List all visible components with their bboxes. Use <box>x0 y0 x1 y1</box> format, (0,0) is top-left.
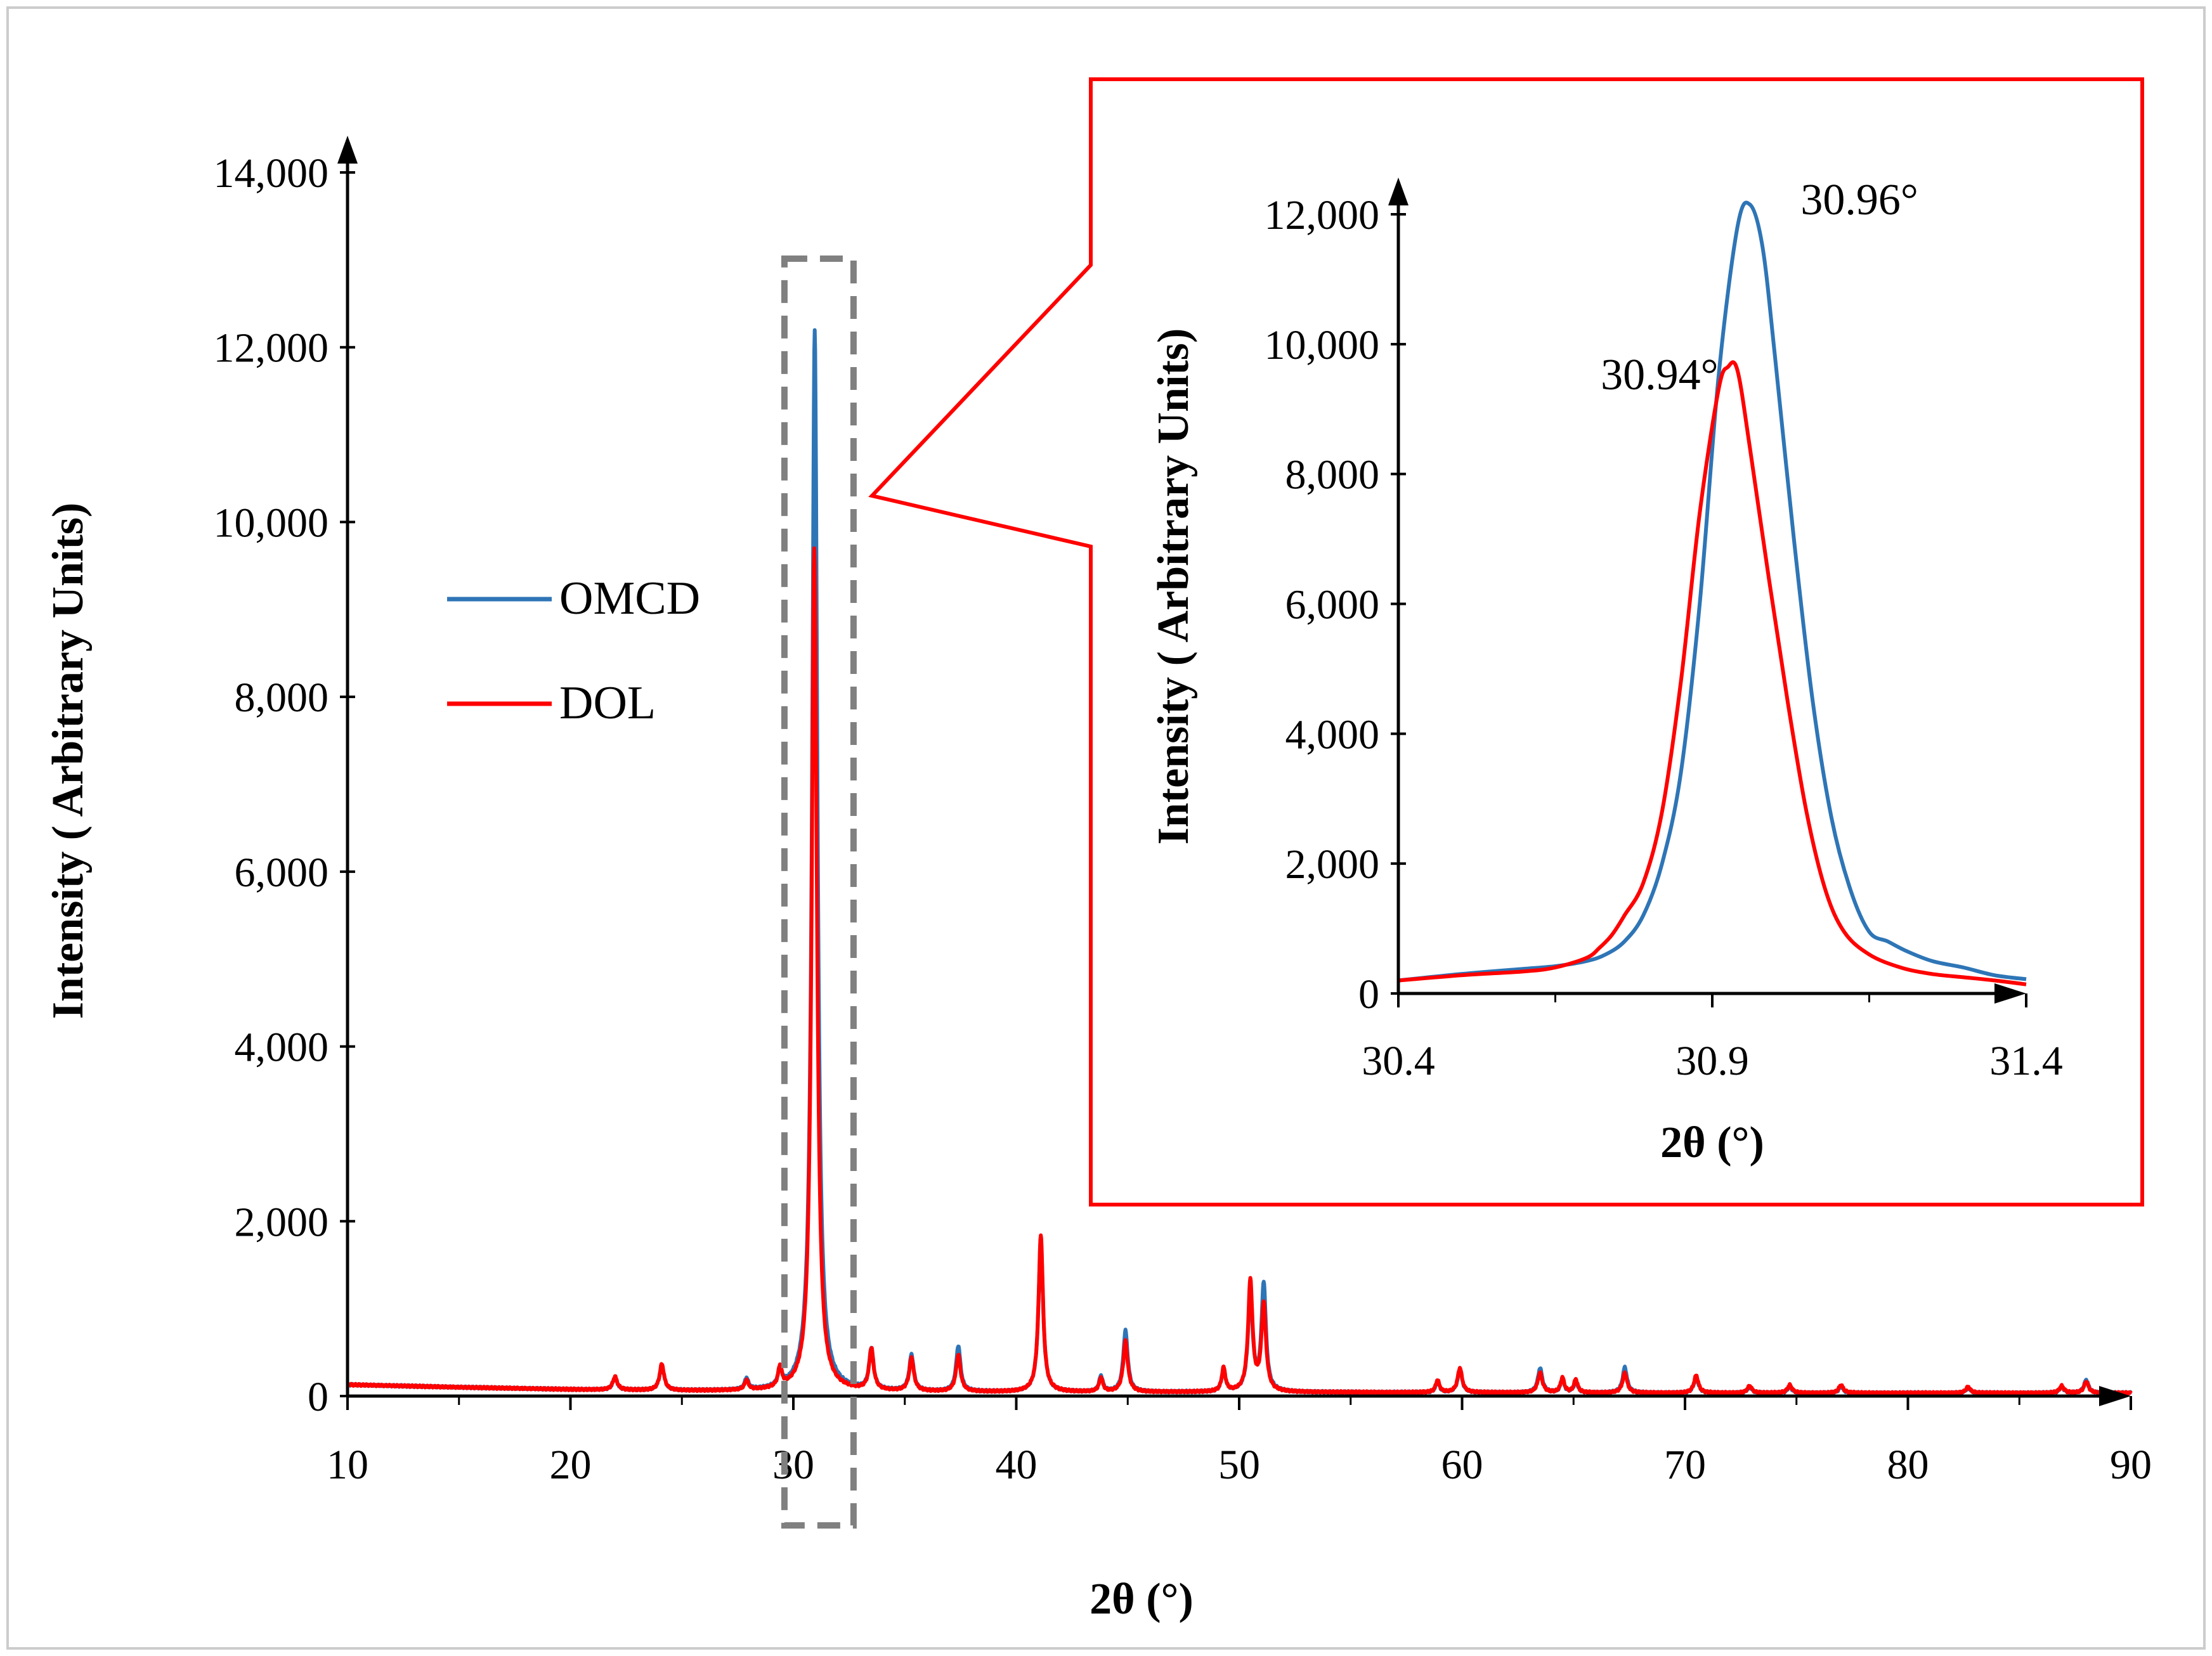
x-tick-label: 10 <box>327 1442 368 1488</box>
y-tick-label: 12,000 <box>1265 192 1380 238</box>
x-tick-label: 20 <box>550 1442 592 1488</box>
y-tick-label: 10,000 <box>1265 322 1380 368</box>
x-tick-label: 70 <box>1664 1442 1706 1488</box>
y-tick-label: 6,000 <box>1285 582 1380 628</box>
inset-y-axis-title: Intensity ( Arbitrary Units) <box>1149 328 1198 845</box>
x-tick-label: 30.4 <box>1362 1038 1435 1084</box>
x-tick-label: 60 <box>1441 1442 1483 1488</box>
x-tick-label: 80 <box>1887 1442 1929 1488</box>
y-tick-label: 12,000 <box>214 325 329 372</box>
y-tick-label: 2,000 <box>1285 841 1380 888</box>
y-tick-label: 8,000 <box>1285 452 1380 498</box>
main-x-tick-labels: 10 20 30 40 50 60 70 80 90 <box>327 1442 2152 1488</box>
main-chart: 02,0004,0006,0008,00010,00012,00014,000 … <box>44 136 2152 1624</box>
legend-label-omcd: OMCD <box>559 572 700 624</box>
main-x-axis-title: 2θ (°) <box>1090 1575 1194 1624</box>
y-tick-label: 4,000 <box>235 1025 329 1071</box>
x-tick-label: 90 <box>2110 1442 2152 1488</box>
y-tick-label: 6,000 <box>235 850 329 896</box>
inset-callout-border <box>868 77 2144 1206</box>
x-axis-arrow <box>1994 983 2026 1004</box>
y-tick-label: 2,000 <box>235 1199 329 1245</box>
main-series-layer <box>346 328 2133 1396</box>
main-y-tick-labels: 0 2,000 4,000 6,000 8,000 10,000 12,000 14,000 <box>214 150 329 1420</box>
y-axis-arrow <box>1388 178 1409 205</box>
inset-x-axis-title: 2θ (°) <box>1660 1118 1764 1167</box>
inset-y-tick-labels: 0 2,000 4,000 6,000 8,000 10,000 12,000 <box>1265 192 1380 1018</box>
inset-series-line-omcd <box>1398 200 2027 983</box>
peak-annotation-dol: 30.94° <box>1601 351 1719 399</box>
highlight-box <box>781 256 857 1529</box>
y-tick-label: 14,000 <box>214 150 329 197</box>
inset-annotations: 30.96° 30.94° <box>1601 176 1918 399</box>
y-axis-arrow <box>337 136 358 164</box>
legend: OMCD DOL <box>447 572 700 729</box>
x-tick-label: 50 <box>1218 1442 1260 1488</box>
main-y-axis-title: Intensity ( Arbitrary Units) <box>44 503 93 1019</box>
y-tick-label: 0 <box>308 1374 329 1420</box>
x-tick-label: 40 <box>996 1442 1038 1488</box>
inset-series-line-dol <box>1398 360 2027 986</box>
x-tick-label: 30 <box>772 1442 814 1488</box>
x-tick-label: 30.9 <box>1675 1038 1749 1084</box>
inset-series-layer <box>1398 200 2027 986</box>
y-tick-label: 10,000 <box>214 500 329 546</box>
inset-x-tick-labels: 30.4 30.9 31.4 <box>1362 1038 2063 1084</box>
x-tick-label: 31.4 <box>1989 1038 2063 1084</box>
y-tick-label: 0 <box>1358 971 1379 1018</box>
main-axes <box>337 136 2132 1410</box>
x-axis-arrow <box>2099 1386 2131 1406</box>
peak-annotation-omcd: 30.96° <box>1800 176 1918 224</box>
y-tick-label: 8,000 <box>235 675 329 721</box>
series-line-dol <box>346 546 2133 1396</box>
inset-axes <box>1388 178 2027 1007</box>
y-tick-label: 4,000 <box>1285 711 1380 758</box>
legend-label-dol: DOL <box>559 677 656 729</box>
